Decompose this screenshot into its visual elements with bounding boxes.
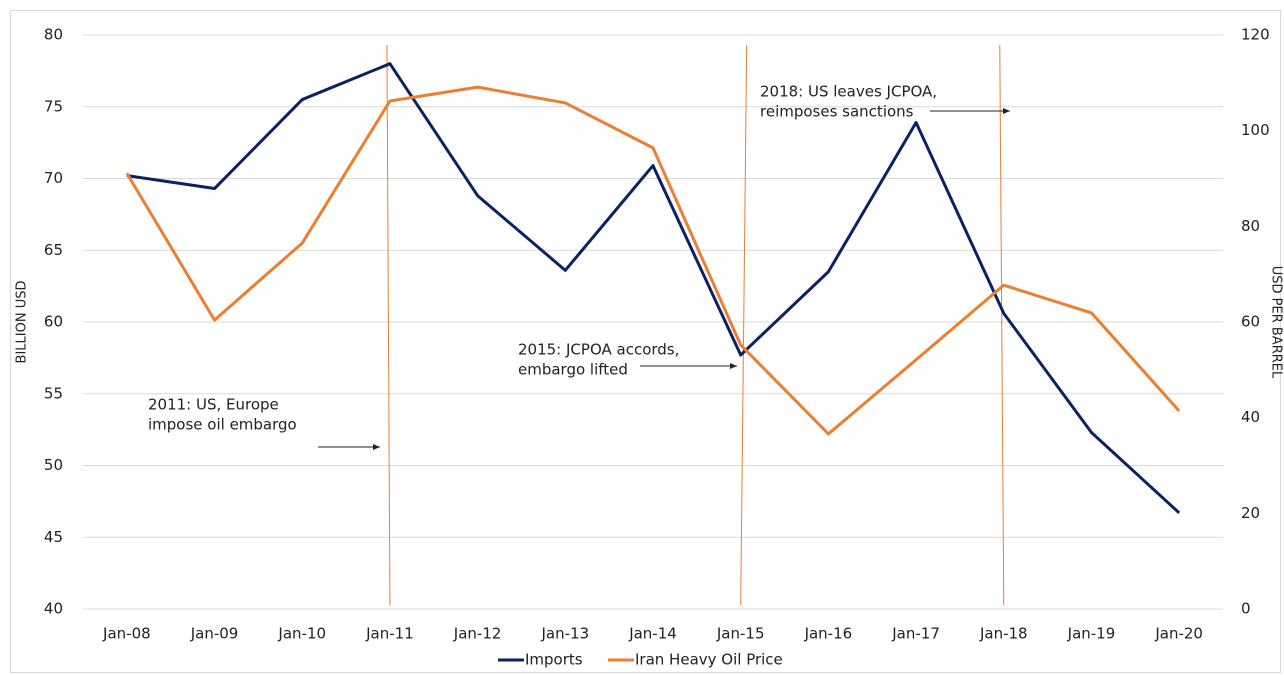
y2-tick-label: 80 [1241,217,1260,235]
event-line [999,44,1005,606]
y2-axis-label: USD PER BARREL [1269,266,1284,379]
y2-tick-label: 40 [1241,408,1260,426]
y-tick-label: 50 [44,456,63,474]
x-tick-label: Jan-17 [891,625,940,643]
y-tick-label: 40 [44,600,63,618]
x-tick-label: Jan-14 [628,625,677,643]
y-axis-label: BILLION USD [15,281,30,364]
y-tick-label: 45 [44,528,63,546]
y2-tick-label: 60 [1241,313,1260,331]
annotation-text: 2018: US leaves JCPOA, [760,83,937,101]
legend-label: Imports [525,651,583,669]
series-line [125,85,1181,436]
chart-border [10,10,1281,673]
x-tick-label: Jan-15 [716,625,765,643]
x-tick-label: Jan-20 [1154,625,1203,643]
legend-label: Iran Heavy Oil Price [635,651,783,669]
x-tick-label: Jan-16 [804,625,853,643]
event-line [386,44,391,606]
y-tick-label: 70 [44,169,63,187]
y-tick-label: 60 [44,313,63,331]
x-tick-label: Jan-08 [102,625,151,643]
x-tick-label: Jan-13 [540,625,589,643]
annotation-text: reimposes sanctions [760,103,914,121]
series-line [126,62,1181,514]
x-tick-label: Jan-19 [1067,625,1116,643]
x-tick-label: Jan-09 [190,625,239,643]
x-tick-label: Jan-10 [277,625,326,643]
y2-tick-label: 120 [1241,26,1270,44]
y2-tick-label: 100 [1241,121,1270,139]
y-tick-label: 65 [44,241,63,259]
y2-tick-label: 0 [1241,600,1251,618]
x-tick-label: Jan-12 [453,625,502,643]
annotation-text: impose oil embargo [148,416,297,434]
annotation-text: embargo lifted [518,361,628,379]
y-tick-label: 75 [44,97,63,115]
y-tick-label: 55 [44,384,63,402]
x-tick-label: Jan-18 [979,625,1028,643]
event-line [740,44,748,606]
annotation-text: 2015: JCPOA accords, [518,341,679,359]
y2-tick-label: 20 [1241,504,1260,522]
y-tick-label: 80 [44,26,63,44]
x-tick-label: Jan-11 [365,625,414,643]
annotation-text: 2011: US, Europe [148,396,279,414]
